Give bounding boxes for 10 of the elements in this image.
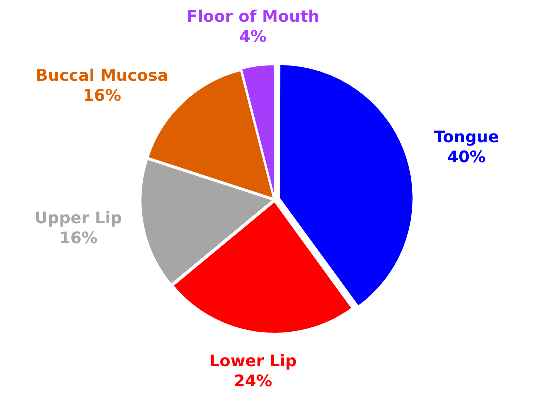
slice-label: Upper Lip	[34, 208, 122, 228]
slice-label: Tongue	[434, 127, 500, 146]
data-label: 16%	[59, 228, 98, 248]
data-label: 24%	[234, 371, 272, 390]
slice-label: Lower Lip	[210, 351, 297, 370]
data-label: 40%	[448, 147, 486, 166]
slice-label: Buccal Mucosa	[36, 66, 169, 85]
data-label: 16%	[83, 86, 122, 105]
data-label: 4%	[240, 27, 267, 46]
slice-label: Floor of Mouth	[186, 7, 320, 26]
